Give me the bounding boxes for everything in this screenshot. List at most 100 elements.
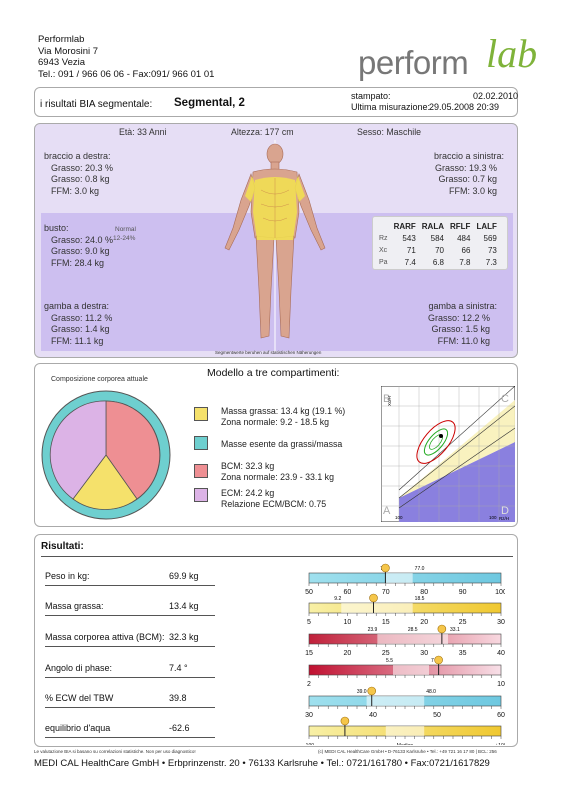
left-arm-ffm: FFM: 3.0 kg: [449, 185, 498, 196]
scale-tick-label: 30: [305, 712, 313, 719]
pie-slice-bcm: [105, 400, 161, 500]
col-rarf: RARF: [393, 221, 416, 231]
performlab-logo: perform lab: [358, 30, 537, 86]
scale-low-label: 23.9: [368, 627, 378, 633]
result-value: 69.9 kg: [169, 571, 199, 581]
scale-normal-range: [341, 603, 413, 613]
scale-tick-label: 15: [382, 619, 390, 626]
scale-tick-label: -100: [305, 743, 314, 745]
report-label: i risultati BIA segmentale:: [40, 99, 153, 110]
left-arm-fat: [294, 176, 305, 202]
muscle-lines: [260, 178, 290, 238]
scale-mid-label: 28.5: [408, 627, 418, 633]
results-title: Risultati:: [41, 541, 84, 552]
right-leg-title: gamba a destra:: [44, 301, 110, 311]
trunk-title: busto:: [44, 223, 69, 233]
scale-low-label: 9.2: [334, 596, 341, 602]
cell: 569: [483, 233, 497, 243]
right-leg-info: gamba a destra: Grasso: 11.2 % Grasso: 1…: [44, 301, 112, 347]
trunk-normal-range: 12-24%: [113, 235, 136, 242]
report-title: Segmental, 2: [174, 97, 245, 109]
logo-perform: perform: [358, 44, 469, 81]
row-label: Xc: [379, 246, 388, 254]
result-underline: [45, 585, 215, 586]
head: [266, 143, 284, 165]
footer-disclaimer: Le valutazione BIA si basano su correlaz…: [34, 749, 196, 754]
legend-bcm-value: BCM: 32.3 kg: [221, 461, 275, 471]
logo-lab: lab: [486, 31, 538, 76]
cell: 7.4: [404, 257, 416, 267]
scale-tick-label: 60: [497, 712, 505, 719]
report-meta-keys: stampato: Ultima misurazione:: [351, 91, 430, 113]
cell: 7.3: [485, 257, 497, 267]
right-arm-fat-kg: Grasso: 0.8 kg: [51, 174, 110, 184]
scale-tick-label: 10: [497, 681, 505, 688]
right-leg-fat-kg: Grasso: 1.4 kg: [51, 324, 110, 334]
result-value: 39.8: [169, 693, 187, 703]
clinic-street: Via Morosini 7: [38, 45, 99, 57]
biavector-graph: B C A D 100 100 Rz/H Xc/H: [381, 386, 515, 522]
result-row: Angolo di phase: 7.4 °: [45, 663, 223, 673]
scale-high-label: 7: [431, 658, 434, 664]
ellipse-50: [423, 428, 449, 456]
cell: 66: [461, 245, 471, 255]
trunk-normal-label: Normal: [115, 226, 136, 233]
scale-normal-range: [385, 726, 425, 736]
left-leg-info: gamba a sinistra: Grasso: 12.2 % Grasso:…: [428, 301, 497, 347]
legend-swatch-ecm: [194, 488, 208, 502]
row-label: Rz: [379, 234, 388, 242]
trunk-fat-pct: Grasso: 24.0 %: [51, 234, 114, 245]
legend-fat-range: Zona normale: 9.2 - 18.5 kg: [221, 417, 330, 427]
scale-normal-range: [385, 573, 413, 583]
scale-tick-label: 5: [307, 619, 311, 626]
impedance-row-rz: Rz 543 584 484 569: [376, 232, 500, 244]
trunk-ffm: FFM: 28.4 kg: [51, 257, 105, 268]
result-row: Peso in kg: 69.9 kg: [45, 571, 223, 581]
legend-fat: Massa grassa: 13.4 kg (19.1 %) Zona norm…: [221, 406, 345, 428]
graph-diagonals: [398, 386, 515, 509]
result-value: 13.4 kg: [169, 601, 199, 611]
scale-normal-range: [393, 665, 429, 675]
scale-tick-label: 90: [459, 589, 467, 596]
scale-high-label: 18.5: [415, 596, 425, 602]
scale-tick-label: 30: [420, 650, 428, 657]
segment-note: Segmentwerte beruhen auf statistischen N…: [215, 350, 322, 355]
legend-swatch-fat: [194, 407, 208, 421]
left-leg-title: gamba a sinistra:: [428, 301, 498, 311]
right-arm-info: braccio a destra: Grasso: 20.3 % Grasso:…: [44, 151, 113, 197]
scale-marker-icon: [367, 686, 377, 696]
results-panel: Risultati: Peso in kg: 69.9 kg Massa grass…: [34, 534, 518, 747]
model-title: Modello a tre compartimenti:: [207, 367, 340, 379]
scale-normal-range: [377, 634, 449, 644]
result-row: Massa grassa: 13.4 kg: [45, 601, 223, 611]
scale-tick-label: 50: [433, 712, 441, 719]
result-label: Peso in kg:: [45, 571, 90, 581]
right-arm-ffm: FFM: 3.0 kg: [51, 185, 100, 196]
scale-high-label: 48.0: [426, 689, 436, 695]
col-lalf: LALF: [476, 221, 497, 231]
cell: 543: [402, 233, 416, 243]
legend-swatch-bcm: [194, 464, 208, 478]
result-value: 7.4 °: [169, 663, 188, 673]
scale-tick-label: 25: [459, 619, 467, 626]
report-header: i risultati BIA segmentale: Segmental, 2…: [34, 87, 518, 117]
last-measure-date: 29.05.2008 20:39: [429, 102, 500, 112]
result-underline: [45, 646, 215, 647]
result-value: 32.3 kg: [169, 632, 199, 642]
quadrant-c: C: [501, 393, 509, 405]
scale-tick-label: 80: [420, 589, 428, 596]
scale-tick-label: 35: [459, 650, 467, 657]
scale-tick-label: 2: [307, 681, 311, 688]
scale-marker-icon: [369, 593, 378, 603]
left-leg-ffm: FFM: 11.0 kg: [437, 335, 491, 346]
result-label: % ECW del TBW: [45, 693, 114, 703]
result-underline: [45, 707, 215, 708]
sex: Sesso: Maschile: [357, 127, 422, 137]
col-rflf: RFLF: [450, 221, 471, 231]
result-row: Massa corporea attiva (BCM): 32.3 kg: [45, 632, 223, 642]
impedance-row-pa: Pa 7.4 6.8 7.8 7.3: [376, 256, 500, 268]
cell: 6.8: [432, 257, 444, 267]
legend-fat-mass: Massa grassa: 13.4 kg (19.1 %): [221, 406, 346, 416]
legend-ffm: Masse esente da grassi/massa: [221, 439, 343, 449]
row-label: Pa: [379, 258, 388, 266]
